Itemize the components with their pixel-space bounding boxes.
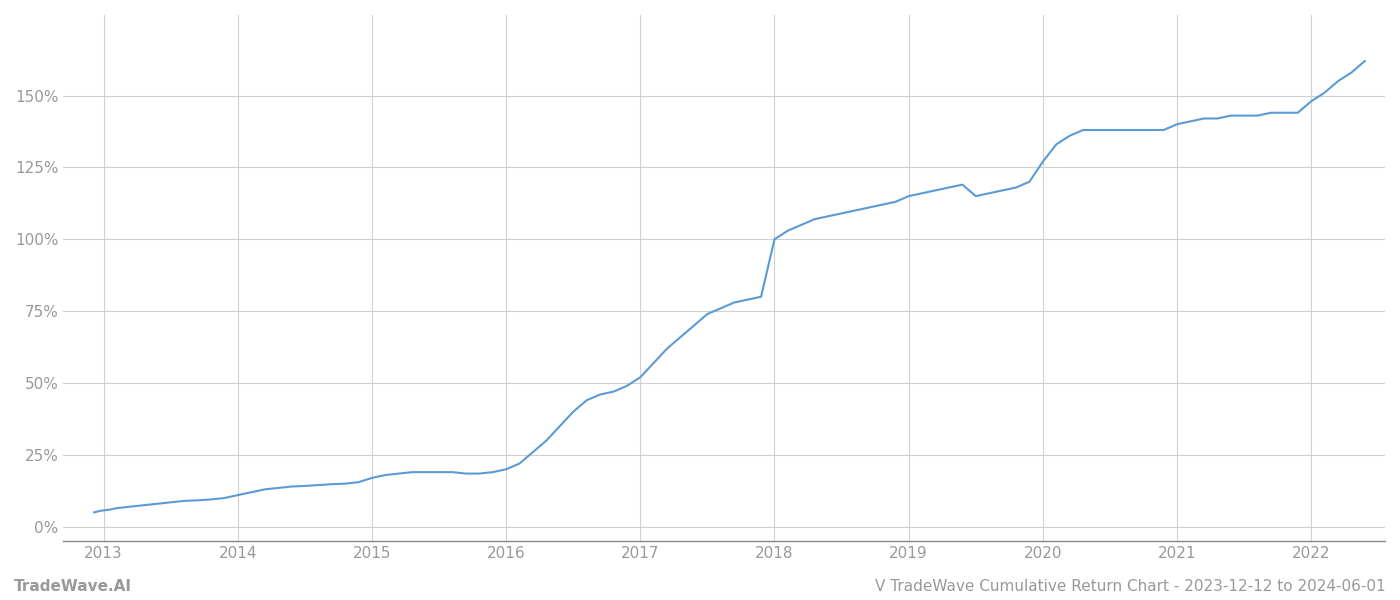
Text: TradeWave.AI: TradeWave.AI — [14, 579, 132, 594]
Text: V TradeWave Cumulative Return Chart - 2023-12-12 to 2024-06-01: V TradeWave Cumulative Return Chart - 20… — [875, 579, 1386, 594]
